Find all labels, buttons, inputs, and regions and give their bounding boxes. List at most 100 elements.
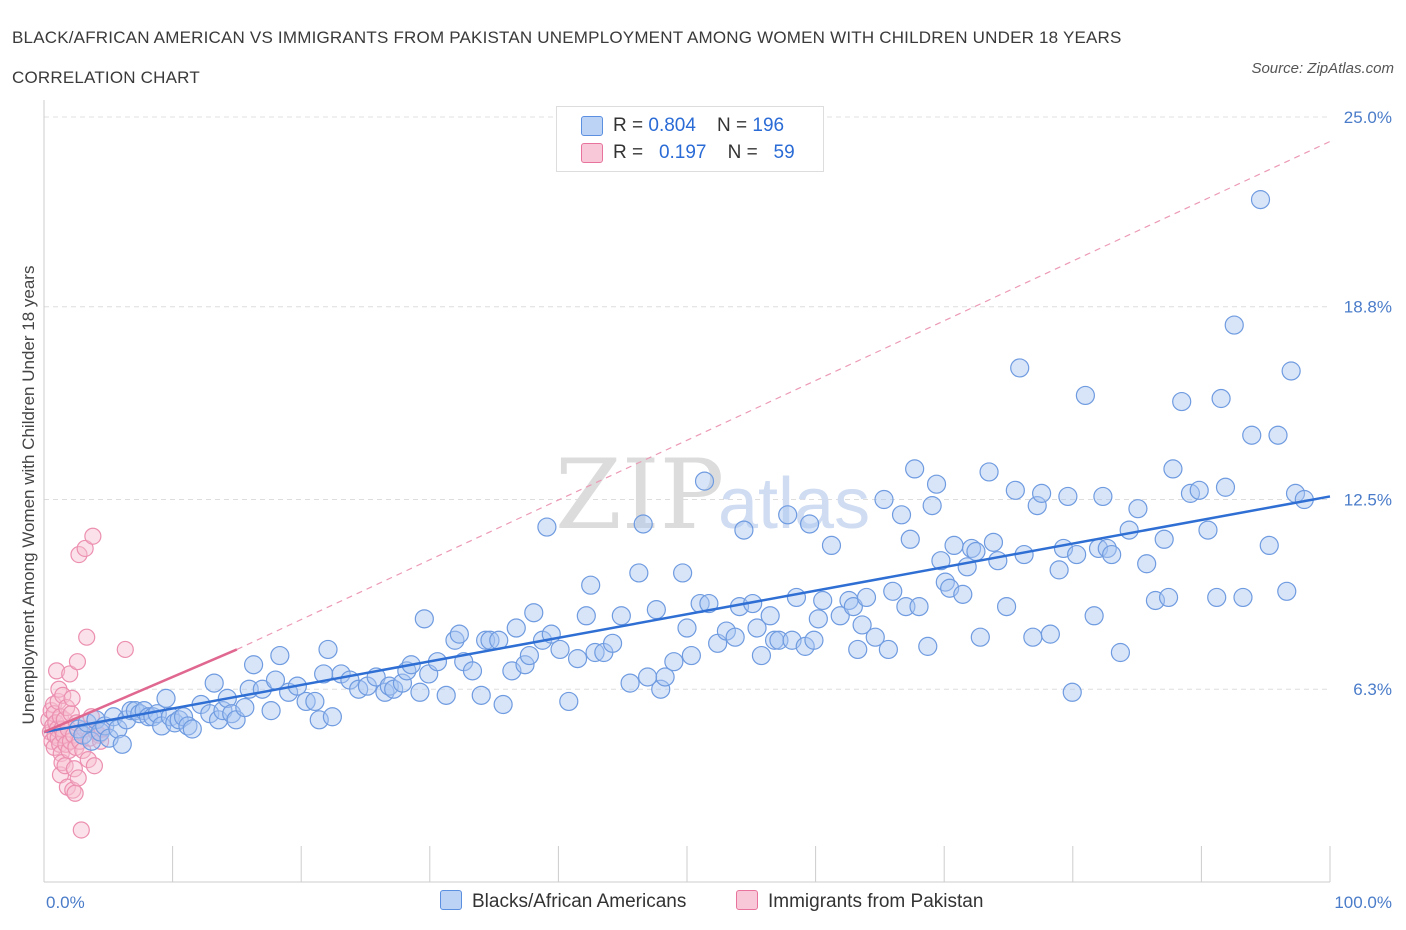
legend-n-value-pink: 59: [773, 142, 795, 163]
legend-r-value-blue: 0.804: [648, 115, 696, 136]
blue-point: [677, 618, 697, 638]
blue-point: [852, 615, 872, 635]
bottom-legend-label-blue: Blacks/African Americans: [472, 891, 687, 912]
legend-r-label: R =: [613, 115, 649, 136]
legend: R = 0.804 N = 196 R = 0.197 N = 59: [556, 106, 824, 172]
pink-point: [76, 539, 94, 558]
bottom-legend-swatch-blue: [440, 890, 462, 910]
blue-trend-line: [43, 495, 1331, 734]
watermark-atlas: atlas: [718, 464, 870, 544]
blue-point: [681, 645, 701, 666]
blue-point: [1189, 480, 1209, 500]
blue-point: [953, 584, 973, 604]
x-tick-label-min: 0.0%: [46, 893, 85, 912]
blue-point: [1163, 459, 1183, 479]
blue-point: [1128, 499, 1148, 519]
blue-point: [1211, 388, 1231, 409]
blue-point: [883, 581, 903, 601]
blue-point: [664, 652, 684, 672]
blue-point: [1005, 480, 1025, 500]
blue-point: [843, 596, 863, 617]
pink-point: [66, 784, 84, 802]
legend-n-label: N =: [727, 142, 763, 163]
blue-point: [449, 624, 469, 644]
blue-point: [878, 639, 898, 660]
blue-point: [874, 489, 894, 510]
blue-point: [900, 529, 920, 549]
y-tick-label: 18.8%: [1344, 298, 1392, 317]
blue-point: [931, 551, 951, 571]
y-tick-labels: 6.3% 12.5% 18.8% 25.0%: [1344, 108, 1392, 699]
blue-point: [909, 596, 929, 617]
blue-point: [1215, 477, 1236, 497]
blue-point: [1281, 361, 1301, 381]
x-tick-label-max: 100.0%: [1334, 893, 1392, 912]
blue-point: [699, 593, 719, 614]
bottom-legend-blue: Blacks/African Americans: [440, 890, 686, 913]
trend-lines: [43, 140, 1331, 734]
blue-point: [305, 691, 325, 712]
blue-point: [204, 673, 224, 693]
blue-point: [611, 606, 631, 626]
blue-point: [944, 535, 964, 556]
blue-point: [633, 514, 653, 534]
bottom-legend-pink: Immigrants from Pakistan: [736, 890, 983, 913]
legend-swatch-blue: [581, 116, 603, 136]
blue-point: [856, 587, 877, 608]
blue-point: [581, 575, 601, 595]
pink-point: [70, 545, 88, 564]
blue-point: [576, 606, 596, 626]
blue-point: [410, 682, 430, 702]
blue-point: [493, 694, 513, 715]
blue-point: [506, 618, 526, 638]
blue-point: [567, 649, 588, 669]
blue-point: [235, 697, 255, 718]
y-tick-label: 6.3%: [1353, 680, 1392, 699]
watermark: ZIP atlas: [555, 439, 870, 551]
blue-point: [1027, 496, 1047, 516]
blue-point: [519, 645, 539, 666]
blue-point: [1023, 627, 1043, 647]
blue-point: [804, 630, 824, 650]
pink-point: [63, 689, 81, 708]
pink-series: [40, 527, 134, 839]
blue-point: [966, 541, 986, 562]
blue-point: [462, 661, 483, 681]
x-tick-labels: 0.0% 100.0%: [46, 893, 1392, 912]
blue-point: [471, 685, 491, 705]
blue-point: [559, 691, 579, 712]
blue-point: [1067, 544, 1087, 565]
blue-point: [751, 645, 772, 666]
watermark-zip: ZIP: [555, 439, 724, 551]
pink-point: [84, 527, 102, 545]
blue-point: [905, 459, 925, 479]
pink-trend-extension: [236, 140, 1331, 650]
blue-point: [1198, 520, 1218, 540]
blue-point: [979, 462, 999, 482]
source-label: Source: ZipAtlas.com: [1251, 60, 1394, 77]
pink-point: [69, 769, 87, 787]
blue-point: [182, 719, 202, 739]
blue-point: [891, 505, 912, 525]
blue-point: [922, 496, 942, 516]
blue-point: [918, 636, 938, 656]
legend-n-value-blue: 196: [752, 115, 785, 136]
legend-swatch-pink: [581, 143, 603, 163]
blue-point: [996, 596, 1017, 617]
blue-point: [436, 685, 456, 705]
blue-point: [1010, 358, 1030, 378]
blue-point: [651, 679, 671, 699]
blue-point: [1207, 587, 1227, 608]
blue-point: [1049, 560, 1069, 580]
blue-point: [392, 673, 413, 693]
grid-lines: [44, 116, 1330, 690]
blue-point: [926, 474, 947, 494]
blue-point: [646, 600, 666, 620]
blue-point: [322, 707, 342, 727]
pink-point: [68, 653, 87, 671]
blue-point: [808, 609, 828, 629]
pink-point: [65, 760, 83, 778]
blue-point: [270, 645, 290, 666]
blue-point: [524, 603, 544, 623]
blue-point: [747, 618, 767, 638]
